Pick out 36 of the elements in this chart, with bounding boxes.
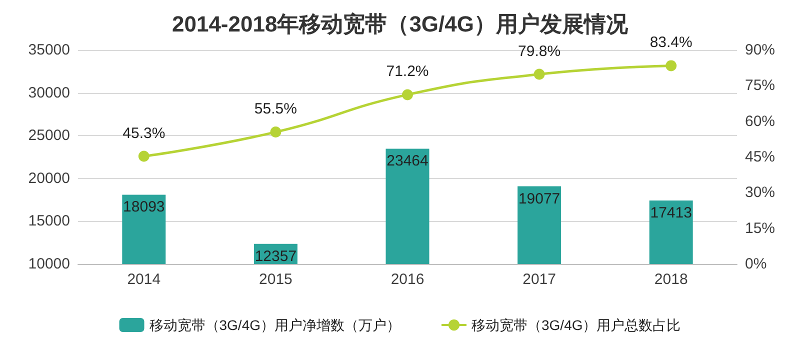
data-label: 23464 [386,152,428,170]
y2-tick-label: 15% [745,220,776,237]
x-tick-label: 2014 [127,271,161,288]
y-tick-label: 35000 [28,42,70,58]
point [666,60,677,72]
data-label: 83.4% [650,34,692,52]
x-tick-label: 2018 [654,271,688,288]
data-label: 71.2% [386,63,429,80]
y2-tick-label: 60% [745,112,776,130]
data-label: 18093 [123,198,165,216]
legend-label: 移动宽带（3G/4G）用户总数占比 [472,317,681,333]
y2-tick-label: 30% [745,184,776,202]
data-label: 79.8% [518,42,561,60]
y-tick-label: 10000 [28,256,70,272]
y-tick-label: 30000 [28,84,70,102]
point [138,150,150,162]
y2-tick-label: 0% [745,256,767,272]
x-tick-label: 2016 [390,271,424,288]
y-tick-label: 20000 [28,170,70,187]
point [534,68,545,80]
x-tick-label: 2017 [522,271,556,288]
data-label: 45.3% [122,124,166,142]
data-label: 17413 [650,204,692,222]
data-label: 55.5% [254,100,297,118]
y2-tick-label: 75% [745,77,776,94]
y2-tick-label: 45% [745,148,776,166]
point [402,89,413,100]
point [270,126,282,138]
y-tick-label: 15000 [28,212,70,230]
y2-tick-label: 90% [745,42,776,58]
legend-label: 移动宽带（3G/4G）用户净增数（万户） [149,317,401,333]
data-label: 19077 [518,190,560,208]
data-label: 12357 [254,248,297,265]
chart-title: 2014-2018年移动宽带（3G/4G）用户发展情况 [172,12,629,36]
x-tick-label: 2015 [259,271,292,288]
y-tick-label: 25000 [28,127,70,144]
